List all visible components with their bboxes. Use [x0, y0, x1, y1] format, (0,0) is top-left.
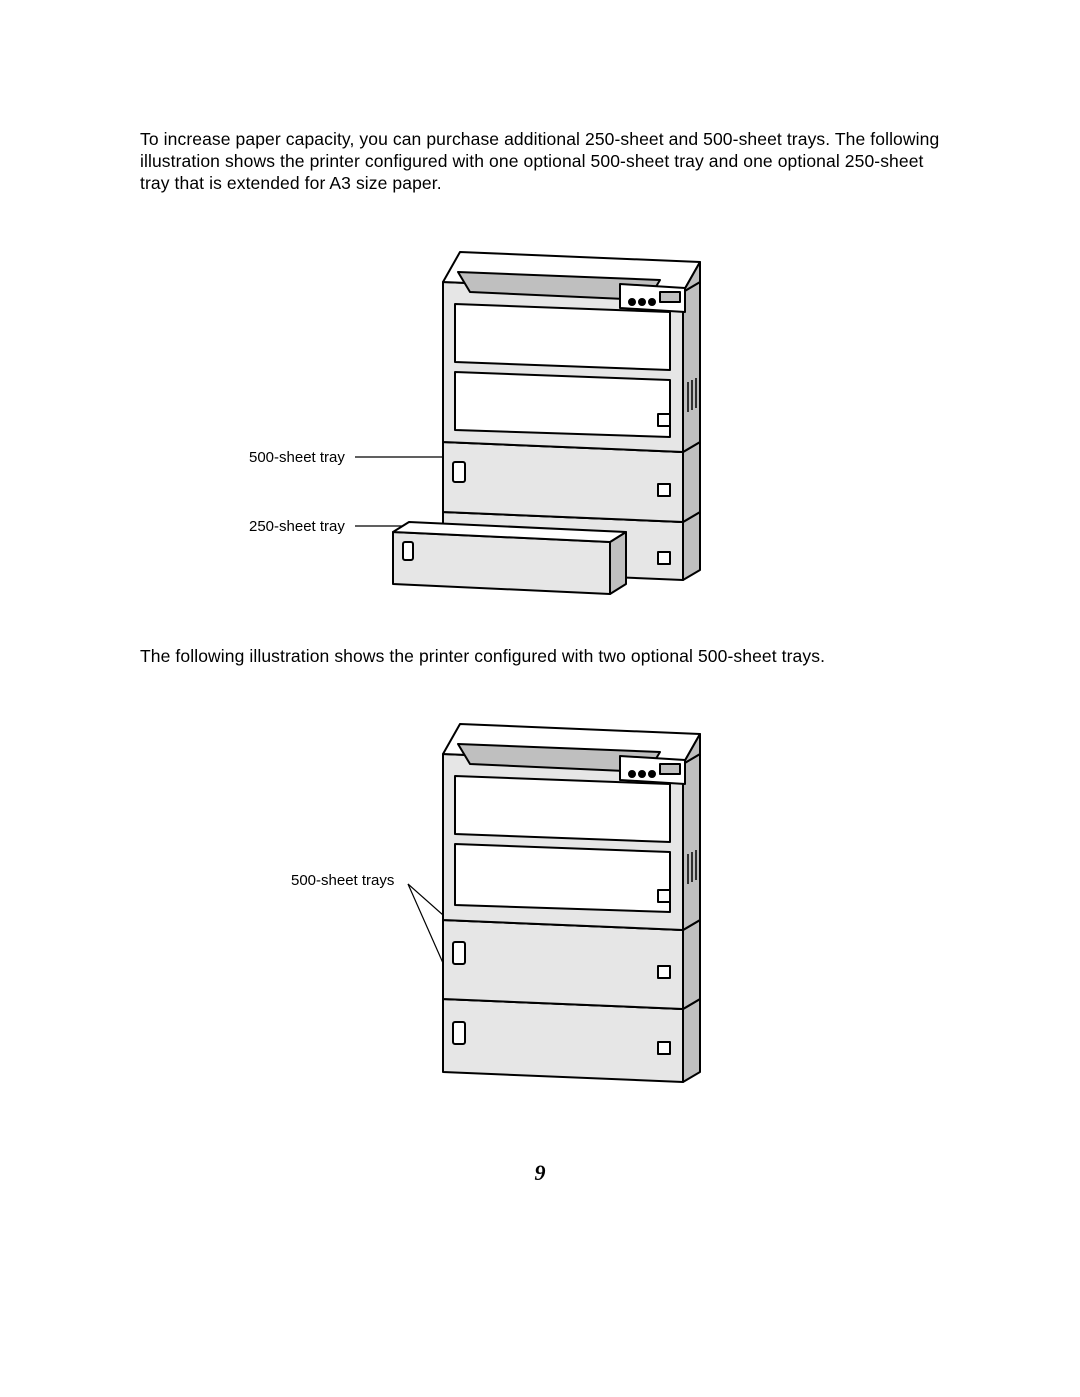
paragraph-1: To increase paper capacity, you can purc…	[140, 128, 945, 195]
paragraph-2: The following illustration shows the pri…	[140, 645, 945, 667]
figure-1: 500-sheet tray 250-sheet tray	[140, 212, 945, 627]
printer-illustration-2	[140, 684, 960, 1114]
printer-illustration-1	[140, 212, 960, 627]
page-number: 9	[0, 1160, 1080, 1186]
figure-2: 500-sheet trays	[140, 684, 945, 1114]
page-container: To increase paper capacity, you can purc…	[0, 0, 1080, 1397]
